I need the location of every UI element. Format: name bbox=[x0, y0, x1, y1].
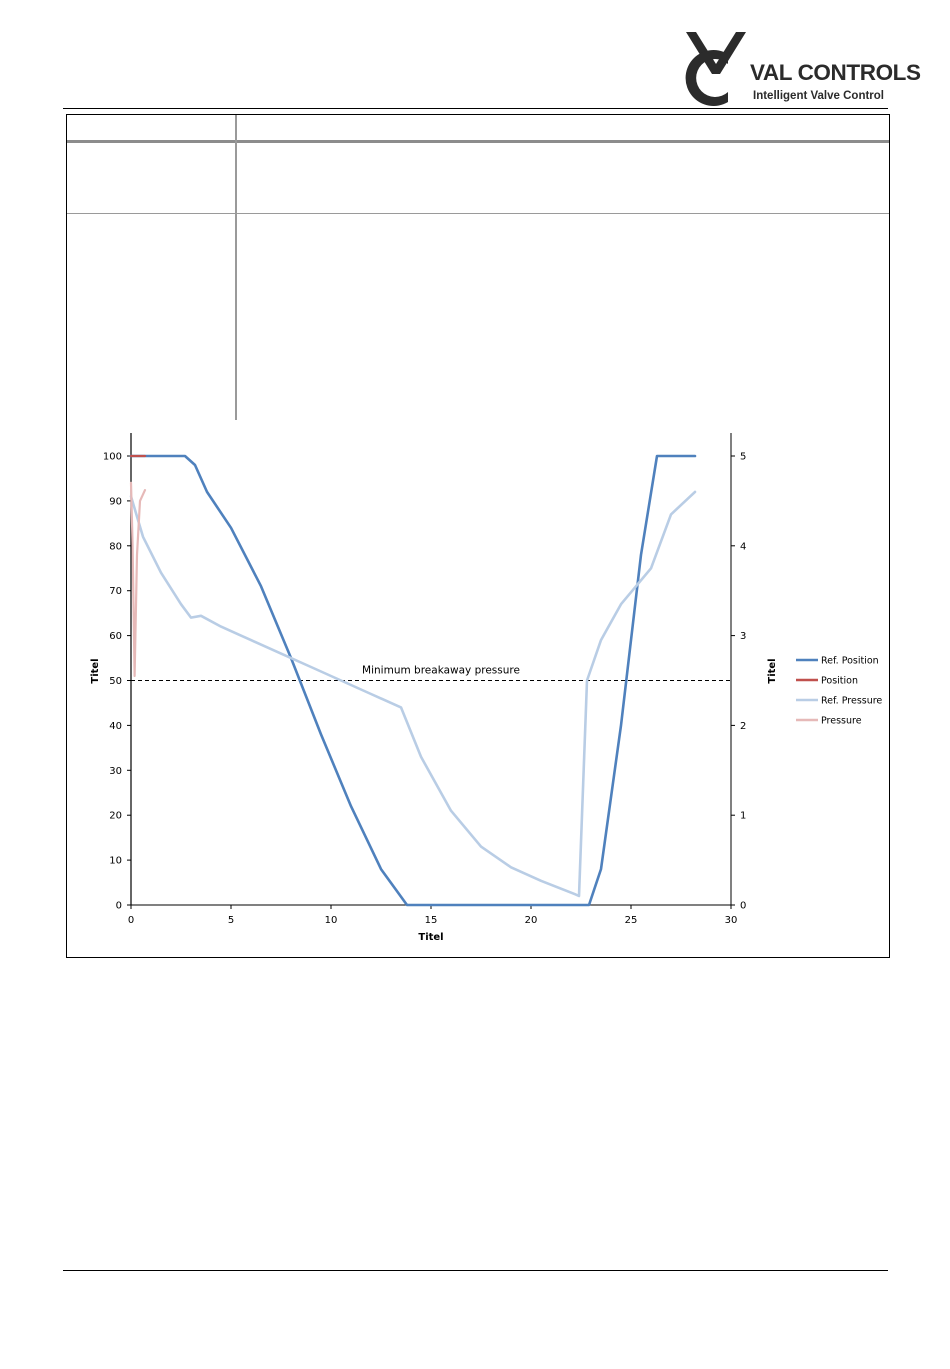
y-tick-label: 40 bbox=[109, 721, 122, 732]
series-line-ref-position bbox=[129, 454, 697, 907]
y-tick-label: 90 bbox=[109, 496, 122, 507]
y2-tick-label: 5 bbox=[740, 452, 746, 463]
logo-wordmark: VAL CONTROLS bbox=[750, 60, 921, 85]
legend-label: Position bbox=[821, 676, 858, 687]
legend-label: Pressure bbox=[821, 716, 862, 727]
x-tick-label: 10 bbox=[325, 915, 338, 926]
x-tick-label: 25 bbox=[625, 915, 638, 926]
series-line-ref-pressure bbox=[129, 490, 697, 898]
threshold-label: Minimum breakaway pressure bbox=[362, 665, 520, 677]
y-tick-label: 20 bbox=[109, 811, 122, 822]
y2-axis-label: Titel bbox=[767, 658, 778, 683]
y-tick-label: 10 bbox=[109, 856, 122, 867]
y-tick-label: 70 bbox=[109, 586, 122, 597]
x-tick-label: 5 bbox=[228, 915, 234, 926]
y-tick-label: 80 bbox=[109, 541, 122, 552]
table-column-divider bbox=[235, 115, 237, 420]
footer-rule bbox=[63, 1270, 888, 1271]
chart-legend: Ref. Position Position Ref. Pressure Pressu… bbox=[796, 656, 882, 727]
y2-tick-label: 0 bbox=[740, 901, 746, 912]
table-header-rule bbox=[67, 140, 889, 143]
header-rule bbox=[63, 108, 888, 109]
y-tick-label: 50 bbox=[109, 676, 122, 687]
chart-area: 0 10 20 30 40 50 60 70 80 90 100 0 1 2 3 4 5 0 5 10 15 20 25 30… bbox=[67, 421, 889, 957]
x-tick-label: 15 bbox=[425, 915, 438, 926]
val-controls-logo-icon bbox=[685, 32, 746, 106]
y2-tick-label: 1 bbox=[740, 811, 746, 822]
y2-tick-label: 4 bbox=[740, 541, 746, 552]
table-row-rule bbox=[67, 213, 889, 214]
y2-tick-label: 2 bbox=[740, 721, 746, 732]
x-axis-label: Titel bbox=[418, 932, 443, 943]
y2-tick-label: 3 bbox=[740, 631, 746, 642]
y-tick-label: 0 bbox=[116, 901, 122, 912]
y-axis-label: Titel bbox=[90, 658, 101, 683]
logo-tagline: Intelligent Valve Control bbox=[753, 90, 884, 102]
y-tick-label: 60 bbox=[109, 631, 122, 642]
chart-series bbox=[129, 454, 697, 907]
val-controls-logo: VAL CONTROLS Intelligent Valve Control bbox=[676, 28, 921, 106]
series-line-pressure bbox=[129, 481, 147, 678]
y-tick-label: 30 bbox=[109, 766, 122, 777]
x-tick-label: 20 bbox=[525, 915, 538, 926]
legend-label: Ref. Position bbox=[821, 656, 879, 667]
threshold-group: Minimum breakaway pressure bbox=[131, 665, 731, 681]
legend-label: Ref. Pressure bbox=[821, 696, 882, 707]
x-tick-label: 0 bbox=[128, 915, 134, 926]
x-tick-label: 30 bbox=[725, 915, 738, 926]
document-table: 0 10 20 30 40 50 60 70 80 90 100 0 1 2 3 4 5 0 5 10 15 20 25 30… bbox=[66, 114, 890, 958]
y-tick-label: 100 bbox=[103, 452, 122, 463]
